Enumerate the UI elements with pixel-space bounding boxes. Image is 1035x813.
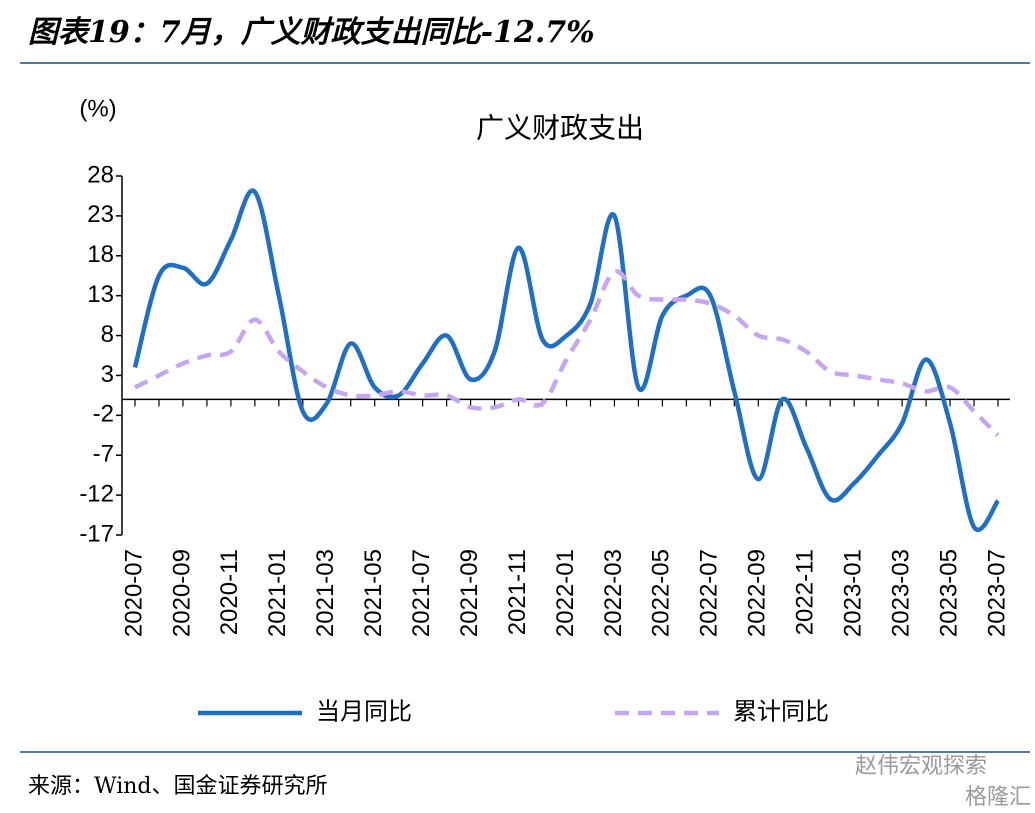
y-tick-label: -12 — [79, 480, 114, 507]
y-axis-label: (%) — [79, 95, 116, 122]
legend-label: 当月同比 — [316, 698, 412, 726]
y-tick-label: 18 — [87, 241, 114, 268]
x-tick-label: 2021-11 — [504, 549, 531, 635]
source-note: 来源：Wind、国金证券研究所 — [28, 774, 328, 799]
y-tick-label: 3 — [101, 361, 114, 388]
x-tick-label: 2020-07 — [120, 549, 147, 637]
x-tick-label: 2021-09 — [456, 549, 483, 637]
x-tick-label: 2023-01 — [840, 549, 867, 637]
x-tick-label: 2022-05 — [648, 549, 675, 637]
series-line — [133, 269, 1000, 437]
x-tick-label: 2022-11 — [792, 549, 819, 635]
chart-title: 广义财政支出 — [476, 112, 644, 145]
legend-label: 累计同比 — [733, 698, 829, 726]
series-line — [132, 188, 1000, 533]
figure-header: 图表19：7月，广义财政支出同比-12.7% — [28, 15, 595, 50]
x-tick-label: 2022-01 — [552, 549, 579, 637]
watermark: 赵伟宏观探索 — [855, 754, 987, 779]
y-tick-label: -2 — [93, 401, 114, 428]
x-tick-label: 2023-03 — [887, 549, 914, 637]
x-tick-label: 2021-05 — [360, 549, 387, 637]
x-tick-label: 2022-07 — [696, 549, 723, 637]
y-tick-label: -17 — [79, 520, 114, 547]
y-tick-label: 8 — [101, 321, 114, 348]
x-tick-label: 2020-11 — [216, 549, 243, 635]
x-tick-label: 2023-05 — [935, 549, 962, 637]
y-tick-label: -7 — [93, 441, 114, 468]
x-tick-label: 2023-07 — [983, 549, 1010, 637]
x-tick-label: 2021-01 — [264, 549, 291, 637]
y-tick-label: 23 — [87, 201, 114, 228]
x-tick-label: 2021-07 — [408, 549, 435, 637]
y-tick-label: 13 — [87, 281, 114, 308]
x-tick-label: 2022-09 — [744, 549, 771, 637]
x-tick-label: 2022-03 — [600, 549, 627, 637]
x-tick-label: 2020-09 — [168, 549, 195, 637]
y-tick-label: 28 — [87, 161, 114, 188]
x-tick-label: 2021-03 — [312, 549, 339, 637]
watermark: 格隆汇 — [965, 785, 1031, 810]
